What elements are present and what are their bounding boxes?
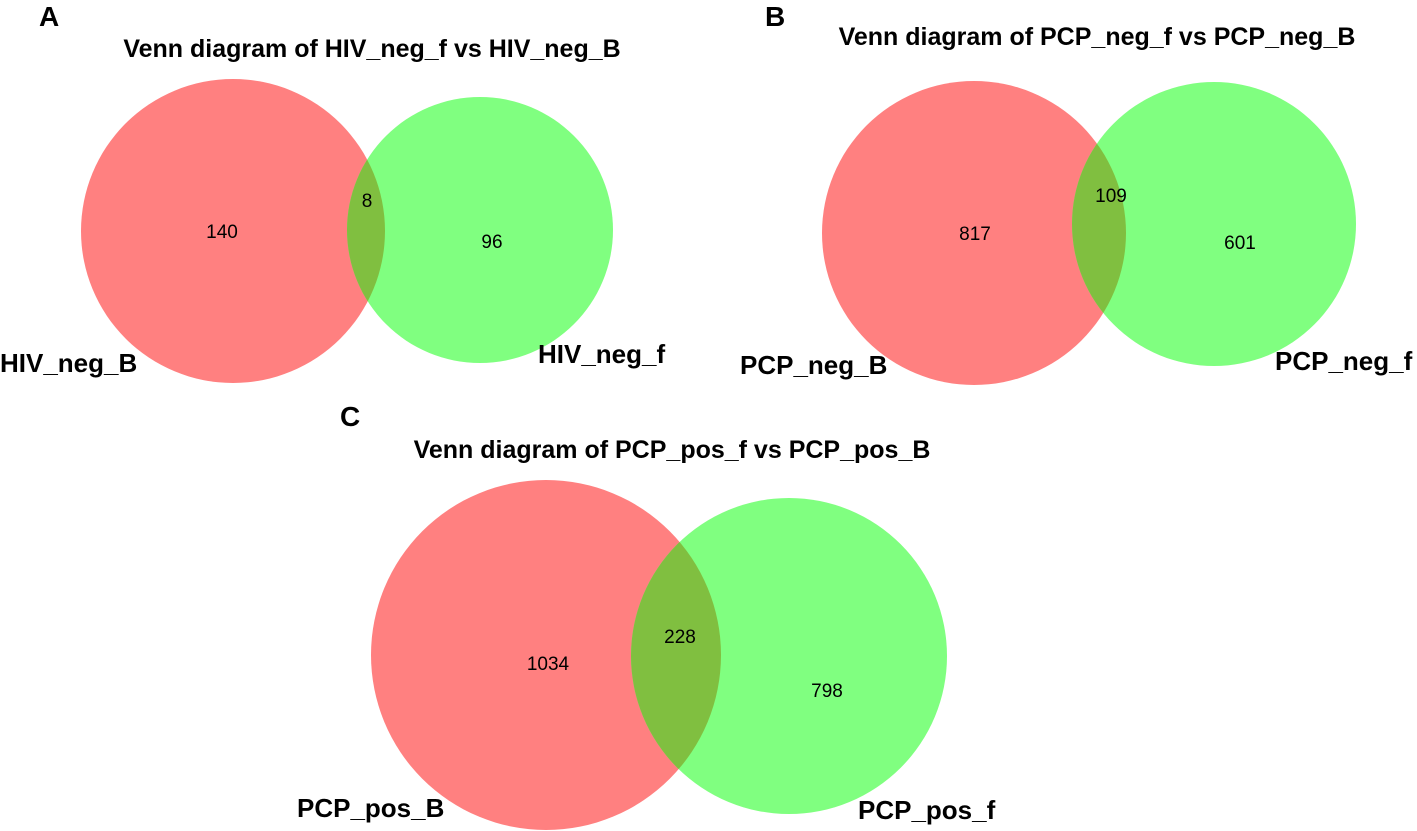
- right-only-count-c: 798: [811, 681, 843, 702]
- venn-title-a: Venn diagram of HIV_neg_f vs HIV_neg_B: [123, 35, 620, 63]
- overlap-count-c: 228: [664, 627, 696, 648]
- left-set-circle-c: [371, 480, 721, 830]
- left-set-label-a: HIV_neg_B: [0, 348, 137, 378]
- left-set-label-b: PCP_neg_B: [740, 350, 887, 380]
- venn-panel-a: A Venn diagram of HIV_neg_f vs HIV_neg_B…: [0, 1, 665, 383]
- right-set-label-a: HIV_neg_f: [538, 339, 665, 369]
- venn-panel-b: B Venn diagram of PCP_neg_f vs PCP_neg_B…: [740, 1, 1413, 385]
- venn-title-c: Venn diagram of PCP_pos_f vs PCP_pos_B: [414, 436, 931, 464]
- venn-title-b: Venn diagram of PCP_neg_f vs PCP_neg_B: [839, 23, 1356, 51]
- left-set-circle-b: [822, 81, 1126, 385]
- venn-panel-c: C Venn diagram of PCP_pos_f vs PCP_pos_B…: [297, 401, 996, 830]
- panel-letter-a: A: [39, 1, 59, 32]
- overlap-count-a: 8: [362, 191, 373, 212]
- left-only-count-a: 140: [206, 222, 238, 243]
- right-set-circle-b: [1072, 82, 1356, 366]
- right-set-label-b: PCP_neg_f: [1275, 346, 1413, 376]
- right-set-circle-a: [347, 97, 613, 363]
- left-set-circle-a: [81, 79, 385, 383]
- left-set-label-c: PCP_pos_B: [297, 793, 444, 823]
- overlap-count-b: 109: [1095, 186, 1127, 207]
- panel-letter-b: B: [765, 1, 785, 32]
- left-only-count-c: 1034: [527, 654, 570, 675]
- right-set-label-c: PCP_pos_f: [858, 795, 996, 825]
- right-only-count-b: 601: [1224, 233, 1256, 254]
- panel-letter-c: C: [340, 401, 360, 432]
- right-set-circle-c: [631, 498, 947, 814]
- right-only-count-a: 96: [481, 232, 502, 253]
- left-only-count-b: 817: [959, 224, 991, 245]
